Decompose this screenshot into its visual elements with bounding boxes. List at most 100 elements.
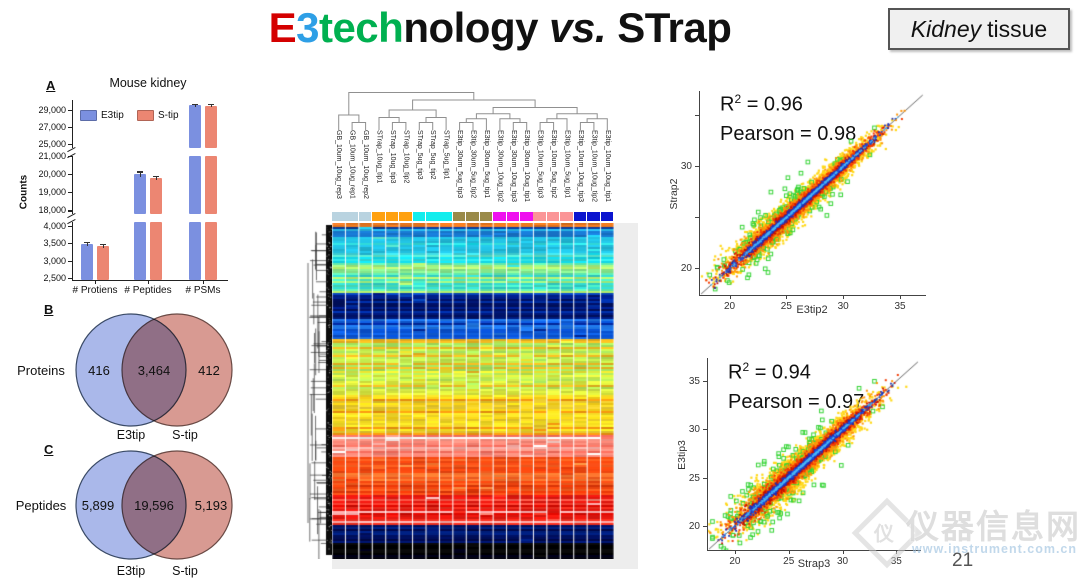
bar-E3tip-group2 xyxy=(189,156,201,214)
x-tick-label: 35 xyxy=(894,301,906,312)
x-tick xyxy=(95,280,97,284)
legend-swatch-e3tip xyxy=(80,110,97,121)
y-tick xyxy=(68,260,72,262)
venn-left-count: 416 xyxy=(88,363,110,378)
bar-S-tip-group1 xyxy=(150,222,162,280)
group-color-cell xyxy=(345,212,359,221)
scatter-bottom-x-label: Strap3 xyxy=(797,558,831,570)
y-tick xyxy=(68,174,72,176)
x-tick xyxy=(786,295,788,299)
y-tick xyxy=(68,126,72,129)
bar-chart-title: Mouse kidney xyxy=(109,76,187,90)
column-label-text: GB_10um_10ug_rep2 xyxy=(362,130,370,199)
column-label-text: GB_10um_10ug_rep1 xyxy=(348,130,356,199)
column-label: E3tip_10um_5ug_tip1 xyxy=(560,130,573,210)
group-color-bar xyxy=(332,212,614,221)
y-tick xyxy=(68,192,72,194)
venn-right-ellipse xyxy=(121,313,233,427)
title-segment: E xyxy=(268,4,297,51)
y-axis-segment xyxy=(72,156,74,214)
column-label: STrap_10ug_tip2 xyxy=(399,130,412,210)
column-label-text: STrap_5ug_tip1 xyxy=(442,130,450,180)
title-segment: 3 xyxy=(296,4,319,51)
column-label: STrap_5ug_tip3 xyxy=(413,130,426,210)
group-color-cell xyxy=(546,212,560,221)
column-label-text: E3tip_30um_5ug_tip3 xyxy=(456,130,464,199)
venn-row-label: Proteins xyxy=(17,363,65,378)
error-bar xyxy=(140,171,142,177)
scatter-top-x-label: E3tip2 xyxy=(796,304,828,316)
title-segment: nology xyxy=(403,4,538,51)
group-color-cell xyxy=(573,212,587,221)
title-segment: vs. xyxy=(537,4,618,51)
bar-S-tip-group2 xyxy=(205,156,217,214)
y-tick-label: 4,000 xyxy=(43,220,66,231)
group-color-cell xyxy=(412,212,426,221)
group-color-cell xyxy=(533,212,547,221)
x-tick-label: 25 xyxy=(783,556,795,567)
column-label-text: E3tip_30um_5ug_tip1 xyxy=(482,130,490,199)
y-tick xyxy=(703,525,707,527)
y-axis-segment xyxy=(72,222,74,280)
column-label-text: E3tip_10um_5ug_tip1 xyxy=(563,130,571,199)
y-tick xyxy=(703,429,707,431)
heatmap-right-margin xyxy=(614,223,638,569)
tissue-label-regular: tissue xyxy=(987,15,1048,42)
column-label: GB_10um_10ug_rep1 xyxy=(345,130,358,210)
bar-E3tip-group0 xyxy=(81,243,93,280)
group-color-cell xyxy=(600,212,614,221)
y-tick xyxy=(695,268,699,270)
y-axis-segment xyxy=(72,100,74,148)
venn-right-count: 412 xyxy=(198,363,220,378)
row-dendrogram xyxy=(306,223,332,559)
group-color-cell xyxy=(399,212,412,221)
scatter-bottom-panel: E3tip3 R2 = 0.94 Pearson = 0.97 20253035… xyxy=(672,340,1040,585)
group-color-cell xyxy=(358,212,372,221)
error-bar-cap xyxy=(153,175,159,177)
column-label: E3tip_30um_10ug_tip3 xyxy=(507,130,520,210)
error-bar xyxy=(195,103,197,107)
y-tick-label: 25 xyxy=(688,472,700,484)
y-tick xyxy=(695,166,699,168)
group-color-cell xyxy=(587,212,600,221)
venn-proteins-panel: B Proteins 416 3,464 412 E3tip S-tip xyxy=(14,302,316,442)
y-tick-label: 20,000 xyxy=(38,169,66,180)
y-tick-label: 27,000 xyxy=(38,121,66,132)
heatmap-panel: GB_10um_10ug_rep3 GB_10um_10ug_rep1 GB_10u… xyxy=(306,84,642,584)
y-tick-label: 3,000 xyxy=(43,255,66,266)
dendrogram-path xyxy=(338,92,608,130)
venn-proteins-diagram xyxy=(75,313,233,427)
column-label-text: E3tip_10um_10ug_tip3 xyxy=(576,130,584,203)
column-label-text: E3tip_10um_10ug_tip1 xyxy=(603,130,611,203)
column-labels: GB_10um_10ug_rep3 GB_10um_10ug_rep1 GB_10u… xyxy=(332,130,614,210)
x-tick-label: 30 xyxy=(837,301,849,312)
column-label-text: E3tip_30um_10ug_tip3 xyxy=(509,130,517,203)
legend-item-e3tip: E3tip xyxy=(80,110,124,121)
column-label-text: E3tip_30um_10ug_tip2 xyxy=(496,130,504,203)
bar-S-tip-group2 xyxy=(205,105,217,148)
bar-S-tip-group1 xyxy=(150,178,162,214)
column-label-text: STrap_5ug_tip2 xyxy=(429,130,437,180)
venn-left-set-label: E3tip xyxy=(116,428,146,442)
scatter-bottom-y-spine xyxy=(707,358,708,551)
bar-E3tip-group2 xyxy=(189,222,201,280)
y-tick xyxy=(68,143,72,145)
y-tick-label: 30 xyxy=(680,161,692,173)
y-tick xyxy=(68,243,72,245)
error-bar xyxy=(87,241,89,246)
column-label: E3tip_10um_5ug_tip2 xyxy=(547,130,560,210)
y-tick xyxy=(695,115,699,117)
legend-label-e3tip: E3tip xyxy=(101,110,124,121)
group-color-cell xyxy=(385,212,399,221)
group-color-cell xyxy=(479,212,493,221)
y-tick-label: 20 xyxy=(688,520,700,532)
column-label-text: STrap_5ug_tip3 xyxy=(415,130,423,180)
tissue-label-italic: Kidney xyxy=(910,15,982,42)
error-bar-cap xyxy=(208,104,214,106)
y-tick-label: 30 xyxy=(688,424,700,436)
y-tick-label: 35 xyxy=(688,376,700,388)
venn-right-set-label: S-tip xyxy=(172,428,198,442)
y-tick xyxy=(695,217,699,219)
legend-label-stip: S-tip xyxy=(158,110,179,121)
column-label: E3tip_10um_10ug_tip2 xyxy=(587,130,600,210)
